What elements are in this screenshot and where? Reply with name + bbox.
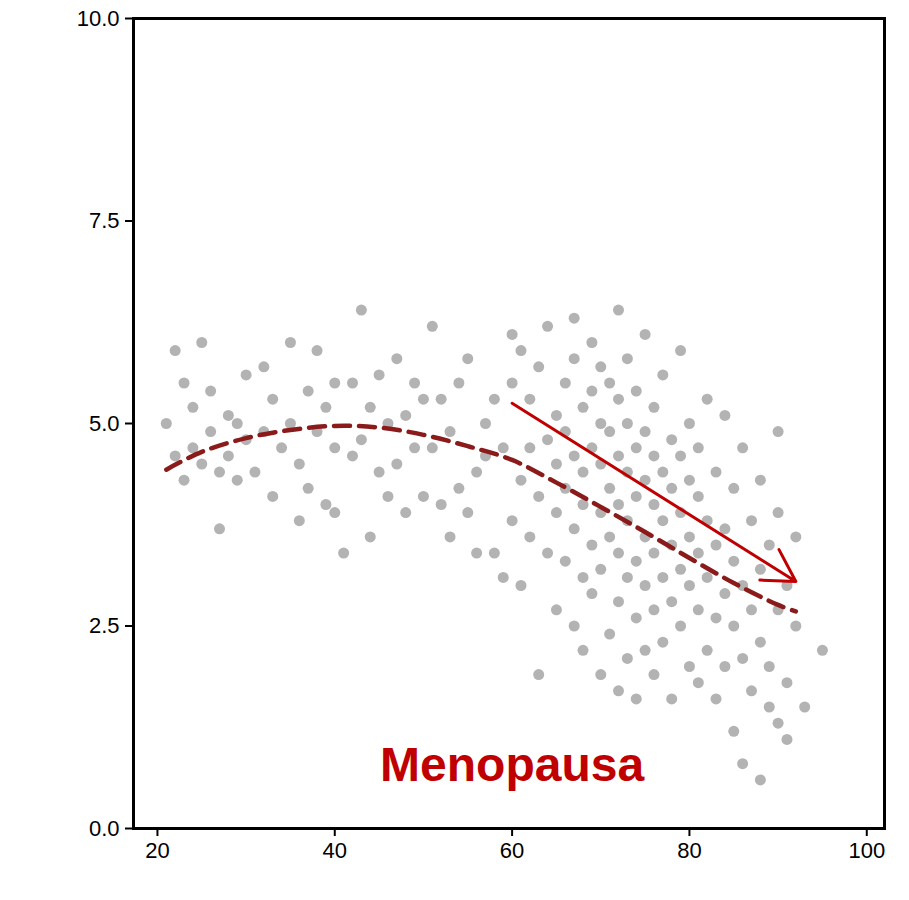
svg-text:0.0: 0.0 — [89, 816, 120, 841]
svg-text:40: 40 — [323, 838, 347, 863]
svg-text:Menopausa: Menopausa — [380, 738, 644, 791]
svg-text:60: 60 — [500, 838, 524, 863]
svg-text:7.5: 7.5 — [89, 208, 120, 233]
svg-text:2.5: 2.5 — [89, 613, 120, 638]
svg-text:80: 80 — [677, 838, 701, 863]
svg-text:10.0: 10.0 — [77, 6, 120, 31]
svg-text:5.0: 5.0 — [89, 411, 120, 436]
svg-text:100: 100 — [848, 838, 885, 863]
svg-text:20: 20 — [145, 838, 169, 863]
